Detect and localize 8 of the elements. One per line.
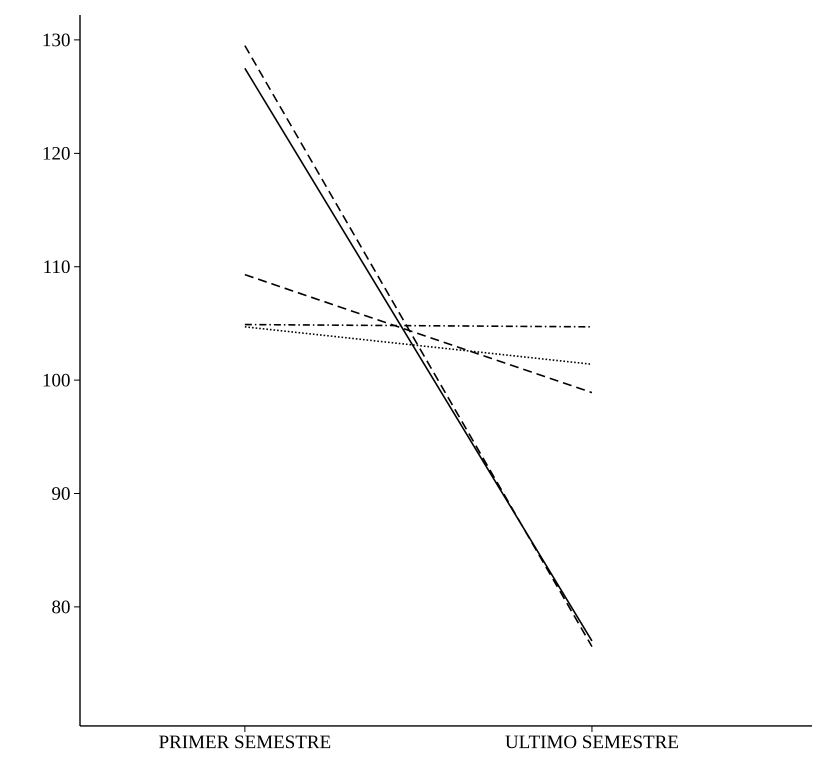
y-tick-label: 100 bbox=[44, 374, 70, 387]
y-tick-label: 110 bbox=[44, 260, 70, 274]
y-tick-label: 120 bbox=[44, 146, 70, 160]
y-tick-label: 80 bbox=[52, 600, 70, 614]
y-tick-label: 130 bbox=[44, 34, 70, 46]
x-tick-label: PRIMER SEMESTRE bbox=[159, 736, 330, 748]
y-tick-label: 90 bbox=[52, 487, 70, 500]
x-tick-label: ULTIMO SEMESTRE bbox=[505, 736, 678, 748]
